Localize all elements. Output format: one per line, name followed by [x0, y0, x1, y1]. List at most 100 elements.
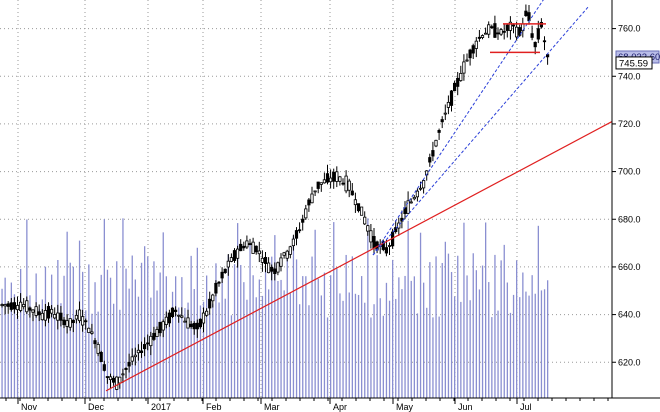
candle-body [164, 316, 168, 325]
candle [204, 308, 209, 317]
candle-body [18, 301, 23, 311]
candle [136, 344, 140, 361]
last-price-box [615, 56, 653, 70]
candle-body [170, 307, 175, 318]
volume-bar [423, 282, 425, 398]
candle [167, 309, 171, 327]
candle-body [9, 302, 13, 310]
candle [130, 348, 134, 366]
candle-body [77, 309, 82, 322]
volume-bar [348, 292, 350, 398]
candle-body [74, 314, 78, 320]
volume-bar [361, 276, 363, 398]
candle-body [266, 262, 271, 274]
volume-bar [100, 274, 102, 398]
candle [229, 253, 233, 263]
candle [542, 36, 547, 51]
candle-body [133, 354, 137, 358]
volume-bar [85, 310, 87, 398]
candle [412, 195, 416, 201]
volume-bar [187, 302, 189, 398]
candle-body [102, 364, 106, 371]
candle-body [3, 304, 7, 307]
candle-body [319, 182, 323, 185]
candle-body [220, 271, 224, 279]
candle [37, 304, 41, 322]
volume-bar [106, 269, 109, 398]
candle [0, 303, 4, 308]
volume-bar [404, 275, 406, 398]
candle-body [344, 175, 348, 192]
candle [53, 307, 57, 320]
volume-bar [543, 289, 546, 398]
volume-bar [407, 220, 409, 398]
candle [508, 16, 513, 40]
volume-bar [435, 256, 437, 398]
x-tick-label: Feb [206, 402, 222, 412]
candle-body [536, 28, 540, 40]
candle [384, 239, 389, 257]
candle [211, 293, 215, 308]
volume-bar [249, 243, 251, 398]
candle [316, 181, 320, 194]
volume-bar [227, 254, 229, 398]
candle [459, 65, 463, 82]
candle-body [273, 268, 277, 275]
volume-bar [419, 232, 422, 398]
candle [465, 53, 469, 62]
candle-body [384, 247, 389, 254]
volume-bar [469, 300, 471, 398]
candle [546, 54, 550, 65]
candle [273, 262, 277, 281]
volume-bar [416, 313, 419, 398]
candle-body [235, 248, 240, 259]
volume-bar [497, 310, 499, 398]
x-tick-label: Jun [458, 402, 473, 412]
candle [139, 341, 144, 358]
volume-bar [268, 289, 270, 398]
candle-body [341, 182, 345, 185]
candle-body [381, 241, 385, 250]
volume-bar [330, 275, 332, 398]
volume-bar [379, 298, 381, 398]
x-tick-label: Jul [520, 402, 532, 412]
candle-body [356, 203, 361, 212]
candle-body [483, 32, 488, 35]
candle [186, 309, 190, 329]
candle [90, 323, 94, 335]
volume-bar [503, 244, 505, 398]
volume-bar [134, 279, 136, 398]
candle [471, 43, 475, 59]
volume-bar [385, 282, 388, 398]
volume-bar [320, 295, 322, 398]
candle-body [496, 32, 500, 35]
candle-body [15, 305, 20, 311]
candle-body [418, 187, 423, 190]
candle [6, 301, 10, 314]
volume-bar [246, 299, 248, 398]
volume-bar [305, 276, 307, 398]
volume-bar [345, 254, 347, 398]
candle-body [84, 320, 88, 323]
candle [180, 307, 184, 319]
volume-bar [432, 317, 434, 398]
volume-bar [286, 256, 288, 398]
candle-body [546, 54, 550, 58]
volume-bar [410, 280, 412, 398]
volume-bar [444, 241, 446, 398]
candle-body [276, 262, 280, 273]
candle-body [232, 250, 237, 261]
candle [409, 198, 413, 204]
candle-body [167, 312, 171, 324]
candle [105, 376, 109, 384]
candle [77, 301, 82, 324]
candle [170, 307, 175, 319]
candle-body [56, 312, 60, 321]
volume-bar [438, 316, 440, 398]
candle-body [350, 190, 354, 196]
candle [84, 318, 88, 330]
volume-bar [261, 295, 264, 398]
candle [366, 224, 370, 236]
volume-bar [351, 256, 353, 398]
candle-body [211, 294, 215, 302]
